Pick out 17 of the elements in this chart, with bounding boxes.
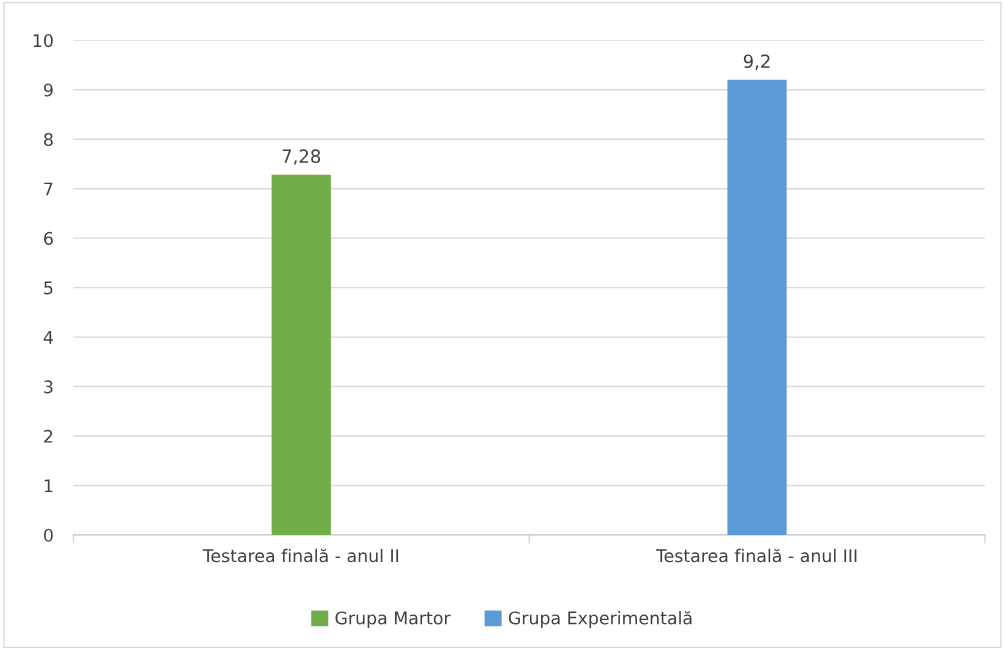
y-tick-label: 4 — [43, 331, 53, 344]
x-tick-label: Testarea finală - anul II — [202, 548, 399, 563]
y-tick-label: 3 — [44, 380, 53, 394]
x-tick-label: Testarea finală - anul III — [655, 548, 857, 563]
data-label: 9,2 — [743, 54, 770, 70]
y-tick-label: 8 — [44, 132, 53, 147]
y-tick-label: 2 — [44, 429, 53, 443]
y-tick-label: 7 — [44, 182, 53, 196]
y-tick-label: 9 — [43, 83, 53, 97]
y-tick-label: 10 — [33, 34, 53, 48]
y-tick-label: 5 — [44, 281, 53, 295]
data-label: 7,28 — [282, 149, 321, 165]
legend-label: Grupa Martor — [335, 611, 451, 628]
legend-label: Grupa Experimentală — [508, 610, 692, 628]
y-tick-label: 0 — [44, 528, 53, 542]
y-tick-label: 1 — [44, 479, 53, 493]
y-tick-label: 6 — [44, 231, 53, 245]
